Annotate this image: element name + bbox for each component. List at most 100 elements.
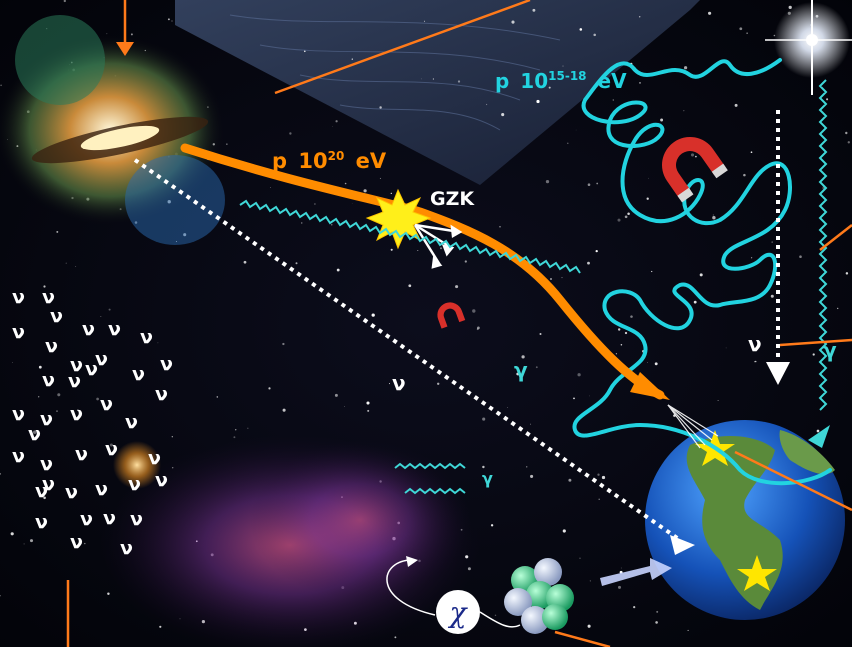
background-star (247, 427, 249, 429)
atomic-nucleus-icon (504, 558, 574, 634)
background-star (235, 429, 237, 431)
background-star (845, 131, 848, 135)
background-star (507, 407, 509, 408)
neutrino-vertical-arrowhead (766, 362, 790, 385)
background-star (788, 5, 792, 10)
background-star (617, 218, 621, 222)
background-star (233, 436, 236, 439)
bright-star (765, 0, 852, 95)
photon-short-2 (404, 487, 466, 495)
background-star (598, 498, 600, 501)
neutrino-symbol: ν (120, 537, 133, 559)
background-star (494, 614, 497, 617)
background-star (601, 475, 606, 480)
background-star (335, 120, 338, 123)
background-star (648, 177, 649, 179)
background-star (651, 270, 653, 273)
neutrino-symbol: ν (95, 478, 108, 500)
mid-proton-label: p 1015-18 eV (495, 61, 627, 93)
background-star (624, 331, 628, 335)
background-star (587, 261, 590, 265)
background-star (301, 222, 303, 224)
background-star (437, 382, 440, 385)
background-star (0, 473, 2, 475)
neutrino-symbol: ν (103, 507, 116, 529)
background-star (536, 99, 540, 104)
background-star (171, 436, 173, 438)
dark-matter-exit-path (479, 611, 521, 628)
neutrino-symbol: ν (50, 305, 63, 327)
background-star (56, 410, 58, 413)
background-star (109, 443, 113, 447)
background-star (618, 585, 621, 589)
background-star (96, 397, 99, 401)
neutrino-symbol: ν (160, 353, 173, 375)
background-star (289, 132, 292, 135)
background-star (568, 478, 572, 482)
background-star (107, 592, 110, 595)
neutrino-symbol: ν (45, 335, 58, 357)
background-star (216, 396, 219, 398)
background-star (532, 8, 536, 12)
background-star (482, 417, 486, 421)
background-star (351, 58, 353, 60)
neutrino-symbol: ν (28, 423, 41, 445)
pointer-arrowhead-top (116, 42, 134, 56)
background-star (535, 366, 538, 369)
background-star (0, 595, 1, 597)
air-shower (667, 404, 719, 449)
cmb-wedge (175, 0, 700, 185)
background-star (23, 543, 25, 545)
background-star (440, 247, 442, 250)
neutrino-symbol: ν (132, 363, 145, 385)
pointer-lines (66, 0, 852, 647)
background-star (43, 285, 46, 288)
background-star (627, 212, 630, 216)
background-star (344, 182, 347, 185)
background-star (270, 187, 271, 189)
background-star (366, 401, 370, 405)
neutrino-symbol: ν (95, 348, 108, 370)
nucleus-to-earth-arrow (600, 558, 672, 586)
background-star (486, 103, 488, 106)
background-star (77, 409, 79, 412)
neutrino-symbol: ν (130, 508, 143, 530)
orange-star (113, 441, 161, 489)
neutrino-symbol: ν (40, 453, 53, 475)
background-star (314, 203, 316, 205)
neutrino-symbol: ν (85, 358, 98, 380)
background-star (620, 567, 622, 569)
neutrino-symbol: ν (75, 443, 88, 465)
background-star (567, 142, 569, 144)
neutrino-symbol: ν (42, 286, 55, 308)
background-star (472, 309, 476, 313)
background-star (577, 373, 581, 377)
background-star (516, 372, 520, 376)
gamma-label-vertical: γ (823, 338, 837, 362)
background-star (490, 524, 494, 527)
background-star (332, 126, 333, 127)
dark-matter-label: χ (448, 596, 469, 629)
neutrino-symbol: ν (12, 321, 25, 343)
background-star (746, 32, 748, 34)
background-star (624, 215, 628, 219)
background-star (646, 197, 649, 200)
neutrino-symbol: ν (42, 473, 55, 495)
background-star (0, 84, 2, 87)
background-star (743, 173, 746, 177)
background-star (389, 383, 390, 385)
background-star (837, 307, 839, 310)
background-star (363, 189, 367, 193)
background-star (770, 294, 774, 298)
neutrino-symbol: ν (128, 473, 141, 495)
neutrino-symbol: ν (100, 393, 113, 415)
background-star (575, 129, 577, 131)
background-star (379, 177, 381, 179)
background-star (46, 487, 49, 489)
background-star (424, 20, 425, 22)
background-star (589, 395, 590, 397)
background-star (57, 393, 61, 397)
background-star (157, 342, 159, 344)
background-star (573, 397, 575, 400)
neutrino-track-arrowhead (670, 535, 695, 555)
